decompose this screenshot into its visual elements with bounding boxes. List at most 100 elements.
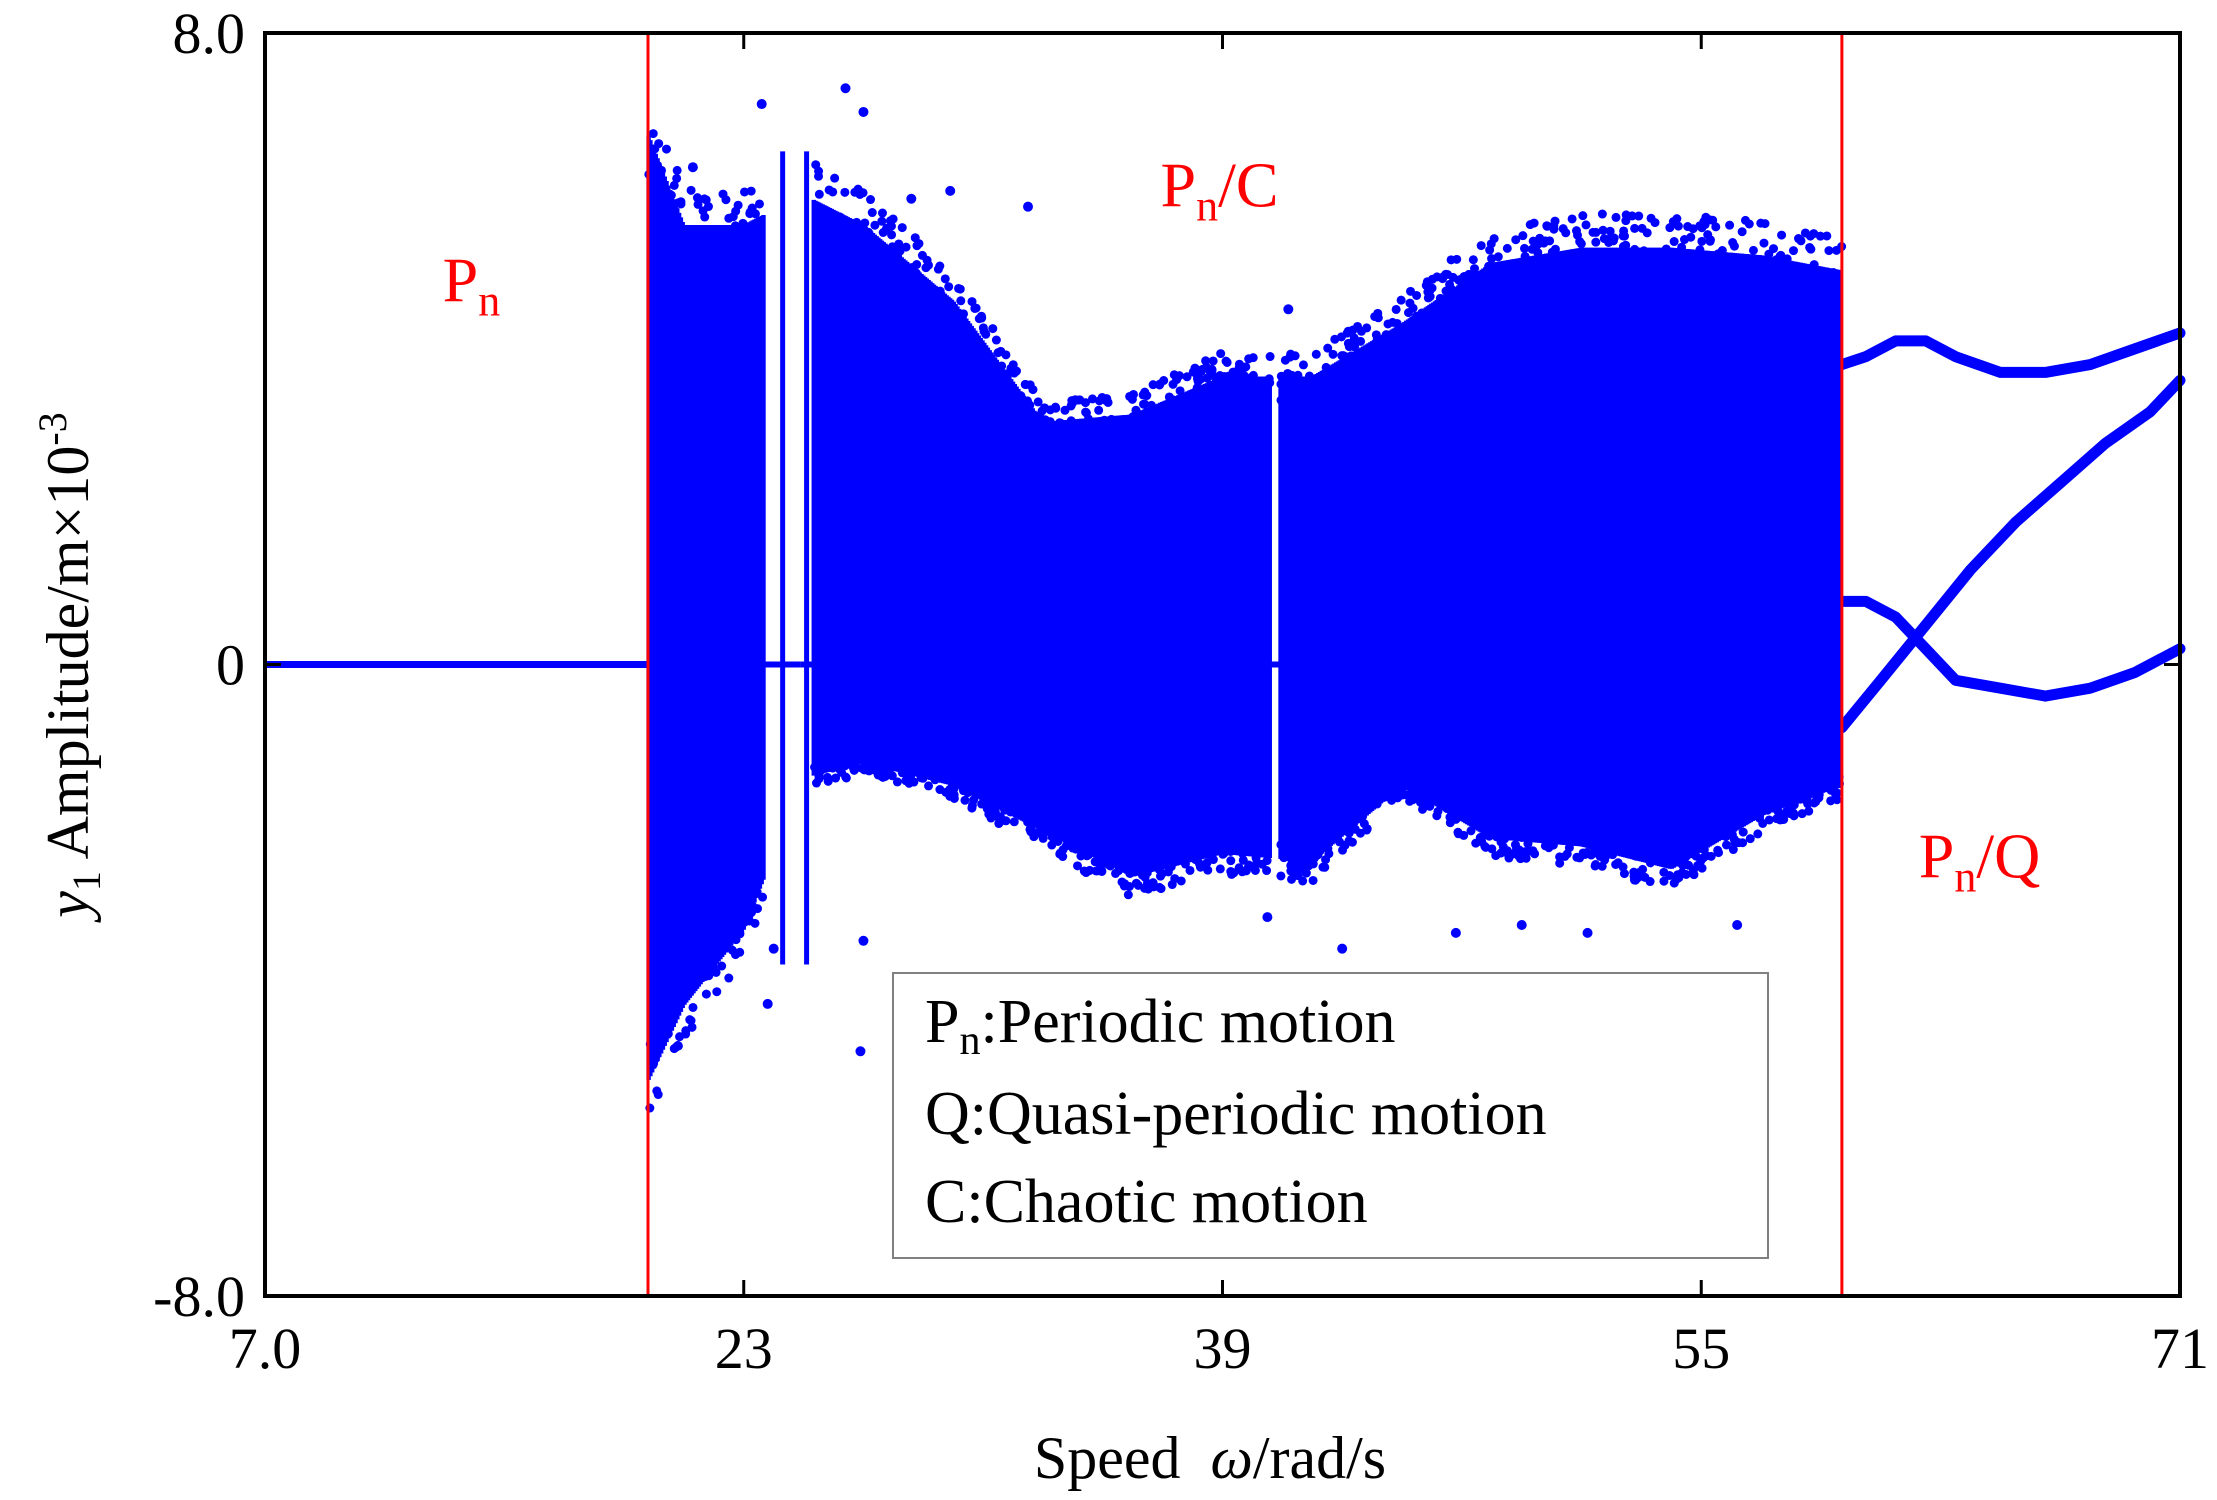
chaos-point bbox=[675, 1032, 685, 1042]
chaos-point bbox=[650, 144, 660, 154]
chaos-point bbox=[1351, 337, 1361, 347]
legend-box bbox=[892, 972, 1769, 1259]
chaos-point bbox=[1581, 220, 1591, 230]
chaos-point bbox=[1725, 220, 1735, 230]
chaos-point bbox=[1695, 245, 1705, 255]
chaos-point bbox=[1476, 241, 1486, 251]
chaos-point bbox=[1123, 890, 1133, 900]
chaos-point bbox=[835, 212, 845, 222]
chaos-point bbox=[1700, 277, 1710, 287]
chaos-point bbox=[1811, 790, 1821, 800]
y-axis-title: y1 Amplitude/m×10-3 bbox=[30, 412, 109, 923]
isolated-point bbox=[1337, 943, 1348, 954]
chaos-point bbox=[1452, 254, 1462, 264]
isolated-point bbox=[1516, 919, 1527, 930]
chaos-point bbox=[1073, 861, 1083, 871]
chaos-point bbox=[1276, 840, 1286, 850]
chaos-point bbox=[1210, 372, 1220, 382]
y-axis-title-var: y bbox=[35, 891, 101, 924]
chaos-point bbox=[1828, 268, 1838, 278]
chaos-point bbox=[1746, 805, 1756, 815]
chaos-point bbox=[1003, 378, 1013, 388]
chaos-point bbox=[1517, 824, 1527, 834]
chaos-point bbox=[1824, 246, 1834, 256]
chaos-point bbox=[1686, 232, 1696, 242]
chaos-point bbox=[713, 940, 723, 950]
chaos-point bbox=[1806, 244, 1816, 254]
region-label-main: P bbox=[1160, 150, 1196, 221]
chaos-point bbox=[949, 784, 959, 794]
chaos-point bbox=[1134, 419, 1144, 429]
chaos-point bbox=[1564, 843, 1574, 853]
chaos-point bbox=[750, 918, 760, 928]
chaos-point bbox=[1713, 845, 1723, 855]
chaos-point bbox=[1443, 296, 1453, 306]
chaos-point bbox=[1575, 853, 1585, 863]
chaos-point bbox=[1127, 394, 1137, 404]
region-boundaries bbox=[646, 33, 1844, 1296]
chaos-point bbox=[717, 961, 727, 971]
chaos-point bbox=[1021, 380, 1031, 390]
chaos-point bbox=[1586, 840, 1596, 850]
chaos-point bbox=[1257, 859, 1267, 869]
isolated-point bbox=[855, 1046, 866, 1057]
region-label-main: P bbox=[1919, 821, 1955, 892]
chaos-point bbox=[1159, 376, 1169, 386]
chaos-point bbox=[1285, 352, 1295, 362]
chaos-point bbox=[1741, 814, 1751, 824]
chaos-point bbox=[1774, 793, 1784, 803]
chaos-point bbox=[830, 173, 840, 183]
chaos-point bbox=[1622, 275, 1632, 285]
chaos-point bbox=[663, 1005, 673, 1015]
chaos-point bbox=[1639, 253, 1649, 263]
chaos-point bbox=[1290, 859, 1300, 869]
chaos-point bbox=[1728, 238, 1738, 248]
chaos-point bbox=[1182, 372, 1192, 382]
chaos-point bbox=[1470, 264, 1480, 274]
chaos-point bbox=[664, 189, 674, 199]
chaos-point bbox=[1257, 394, 1267, 404]
chaos-point bbox=[1605, 226, 1615, 236]
chaos-point bbox=[676, 197, 686, 207]
chaos-point bbox=[735, 929, 745, 939]
chaos-point bbox=[1811, 797, 1821, 807]
chaos-point bbox=[955, 778, 965, 788]
legend-entry-chaotic: C:Chaotic motion bbox=[925, 1168, 1368, 1236]
isolated-point bbox=[1283, 304, 1294, 315]
chaos-point bbox=[850, 187, 860, 197]
chaos-point bbox=[1545, 236, 1555, 246]
chaos-point bbox=[1098, 840, 1108, 850]
chaos-point bbox=[909, 777, 919, 787]
chaos-point bbox=[1417, 804, 1427, 814]
chaos-point bbox=[1591, 860, 1601, 870]
chaos-point bbox=[1390, 341, 1400, 351]
chaos-point bbox=[1121, 864, 1131, 874]
chaos-point bbox=[940, 311, 950, 321]
chaos-point bbox=[1287, 391, 1297, 401]
legend: Pn:Periodic motion Q:Quasi-periodic moti… bbox=[892, 972, 1769, 1259]
chaos-point bbox=[1682, 841, 1692, 851]
chaos-point bbox=[916, 285, 926, 295]
chaos-point bbox=[1023, 418, 1033, 428]
chaos-point bbox=[1462, 303, 1472, 313]
chaos-point bbox=[704, 971, 714, 981]
chaos-point bbox=[673, 1040, 683, 1050]
chaos-point bbox=[991, 379, 1001, 389]
chaos-point bbox=[828, 763, 838, 773]
chaos-point bbox=[1702, 851, 1712, 861]
chaos-point bbox=[1184, 842, 1194, 852]
chaos-point bbox=[682, 985, 692, 995]
chaos-point bbox=[1006, 363, 1016, 373]
chaos-point bbox=[1453, 827, 1463, 837]
chaos-point bbox=[1590, 832, 1600, 842]
chaos-point bbox=[1014, 805, 1024, 815]
chaos-point bbox=[1791, 280, 1801, 290]
chaos-point bbox=[1800, 283, 1810, 293]
chaos-point bbox=[1604, 248, 1614, 258]
chaos-point bbox=[1347, 837, 1357, 847]
legend-entry-periodic: Pn:Periodic motion bbox=[925, 988, 1396, 1064]
chaos-point bbox=[958, 786, 968, 796]
chaos-point bbox=[1094, 405, 1104, 415]
chaos-point bbox=[1156, 884, 1166, 894]
region-label: Pn bbox=[443, 244, 501, 325]
